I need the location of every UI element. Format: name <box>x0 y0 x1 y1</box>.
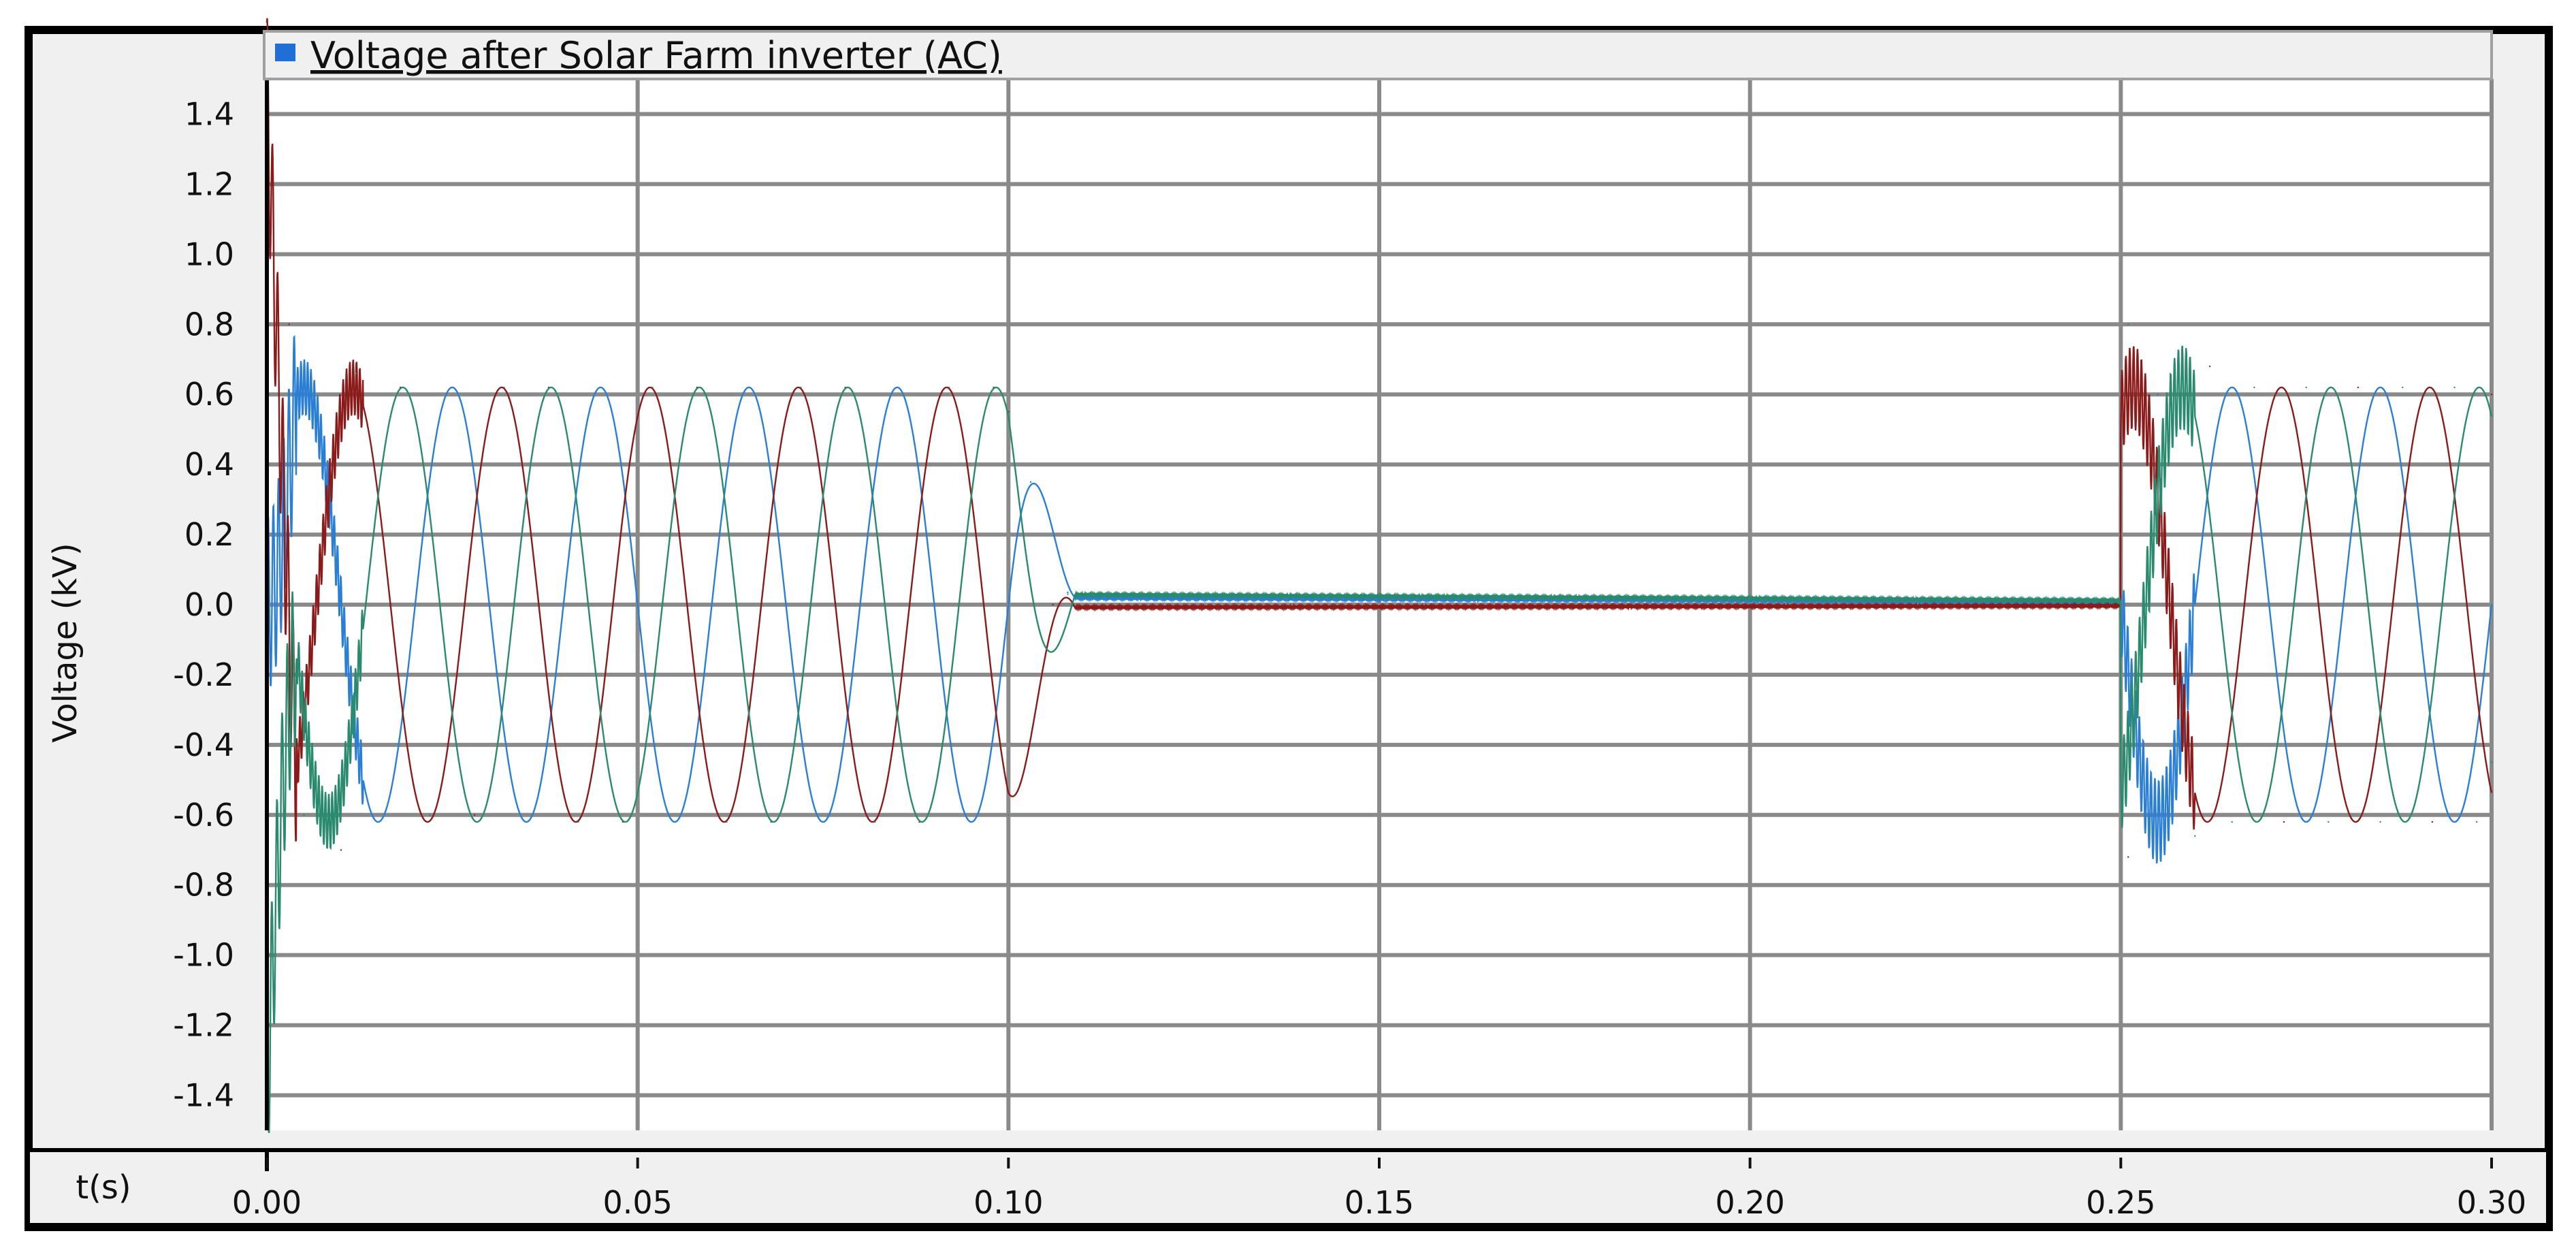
y-tick-label: 0.6 <box>184 376 234 413</box>
series-point <box>2157 394 2159 396</box>
series-point <box>340 849 342 851</box>
series-point <box>2283 821 2285 823</box>
series-point <box>288 323 290 325</box>
series-point <box>355 372 357 375</box>
series-point <box>2490 394 2493 396</box>
series-point <box>526 821 528 823</box>
series-point <box>429 814 431 816</box>
series-point <box>2120 600 2122 603</box>
series-point <box>2490 603 2493 606</box>
series-point <box>2476 821 2478 823</box>
x-axis-strip-border <box>30 1148 2546 1152</box>
legend-swatch <box>275 44 295 61</box>
x-axis-label: t(s) <box>76 1168 131 1207</box>
series-point <box>948 386 950 389</box>
series-point <box>970 821 973 823</box>
y-tick-label: -0.6 <box>173 797 234 833</box>
y-tick-label: -1.4 <box>173 1077 234 1114</box>
series-point <box>2453 386 2456 389</box>
series-point <box>2127 856 2129 858</box>
y-tick-label: -1.0 <box>173 937 234 974</box>
series-point <box>1052 603 1054 606</box>
x-tick-label: 0.25 <box>2086 1184 2155 1221</box>
series-point <box>2379 821 2381 823</box>
tick-labels: 0.00 0.05 0.10 0.15 0.20 0.25 0.30 1.4 1.2 1.0 0.8… <box>173 95 2526 1221</box>
x-tick-label: 0.30 <box>2457 1184 2526 1221</box>
series-point <box>1749 599 1751 601</box>
series-point <box>1067 593 1069 595</box>
series-point <box>377 821 379 823</box>
y-tick-label: 0.8 <box>184 306 234 343</box>
x-axis-strip <box>30 1152 2546 1223</box>
series-point <box>2208 365 2211 368</box>
x-tick-label: 0.05 <box>602 1184 672 1221</box>
series-point <box>451 386 453 389</box>
series-point <box>1378 605 1381 607</box>
x-tick-label: 0.20 <box>1715 1184 1784 1221</box>
y-tick-label: 0.4 <box>184 446 234 483</box>
series-point <box>673 821 676 823</box>
series-point <box>473 814 476 816</box>
series-point <box>2490 761 2493 763</box>
series-point <box>577 821 579 823</box>
series-point <box>726 821 728 823</box>
y-axis-label: Voltage (kV) <box>46 543 84 742</box>
series-point <box>2328 821 2330 823</box>
x-tick-label: 0.00 <box>232 1184 302 1221</box>
y-tick-label: -1.2 <box>173 1007 234 1044</box>
series-point <box>303 814 305 816</box>
series-point <box>2431 821 2434 823</box>
series-point <box>1067 591 1069 594</box>
x-tick-label: 0.10 <box>973 1184 1043 1221</box>
y-tick-label: 1.2 <box>184 165 234 202</box>
y-tick-label: -0.4 <box>173 727 234 763</box>
series-point <box>2231 821 2233 823</box>
series-point <box>2357 386 2360 389</box>
series-point <box>1378 594 1381 597</box>
y-tick-label: 0.0 <box>184 586 234 623</box>
axes <box>30 79 2546 1223</box>
series-point <box>1008 814 1010 816</box>
series-point <box>2253 386 2255 389</box>
series-point <box>822 821 824 823</box>
y-tick-label: -0.2 <box>173 656 234 693</box>
series-point <box>1029 481 1032 483</box>
x-tick-label: 0.15 <box>1345 1184 1414 1221</box>
series-point <box>1749 603 1751 606</box>
y-tick-label: 1.4 <box>184 95 234 132</box>
series-point <box>874 821 876 823</box>
series-point <box>600 386 602 389</box>
series-point <box>747 386 750 389</box>
legend: Voltage after Solar Farm inverter (AC) <box>263 30 2493 80</box>
series-point <box>2305 386 2307 389</box>
series-point <box>651 386 654 389</box>
series-point <box>800 386 802 389</box>
series-point <box>503 386 505 389</box>
series-point <box>1082 607 1084 609</box>
series-point <box>2194 835 2196 837</box>
series-point <box>303 386 305 389</box>
y-tick-label: 0.2 <box>184 516 234 553</box>
series-point <box>896 386 899 389</box>
series-point <box>2402 386 2404 389</box>
series-group <box>265 18 2493 1134</box>
series-point <box>2127 323 2129 325</box>
legend-label: Voltage after Solar Farm inverter (AC) <box>310 34 1002 77</box>
series-point <box>1008 603 1010 606</box>
y-tick-label: 1.0 <box>184 236 234 272</box>
legend-bar <box>263 30 2493 80</box>
y-tick-label: -0.8 <box>173 867 234 904</box>
